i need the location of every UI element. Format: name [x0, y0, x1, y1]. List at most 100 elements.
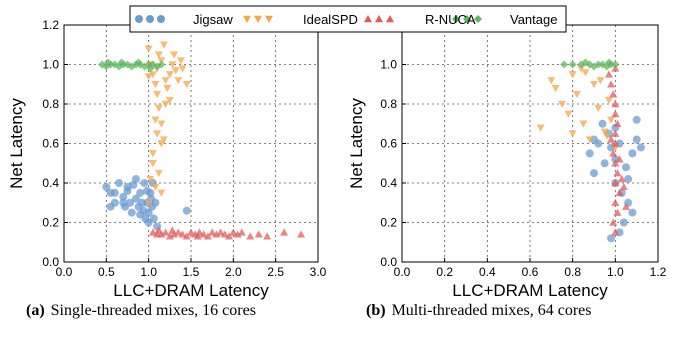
- point-r-nuca: [165, 232, 174, 240]
- point-vantage: [134, 58, 143, 67]
- point-idealspd: [536, 124, 545, 132]
- point-r-nuca: [187, 228, 195, 236]
- point-r-nuca: [609, 218, 618, 226]
- point-idealspd: [154, 169, 163, 178]
- legend-marker-jigsaw: [146, 15, 154, 23]
- y-tick-label-a: 1.0: [42, 58, 59, 72]
- point-jigsaw: [632, 135, 641, 144]
- series-jigsaw-a: [102, 175, 191, 231]
- point-r-nuca: [611, 159, 620, 167]
- point-idealspd: [171, 67, 180, 75]
- point-idealspd: [161, 77, 170, 85]
- point-jigsaw: [619, 218, 628, 227]
- y-axis-label-a: Net Latency: [7, 98, 26, 189]
- point-idealspd: [144, 45, 153, 53]
- point-jigsaw: [628, 208, 637, 217]
- caption-b: (b) Multi-threaded mixes, 64 cores: [366, 302, 592, 320]
- point-jigsaw: [182, 206, 191, 215]
- legend-markers: [135, 15, 482, 23]
- point-idealspd: [146, 175, 155, 184]
- x-axis-label-b: LLC+DRAM Latency: [452, 281, 608, 300]
- point-r-nuca: [237, 228, 246, 236]
- point-idealspd: [558, 100, 566, 108]
- point-idealspd: [157, 189, 166, 197]
- point-r-nuca: [148, 228, 157, 236]
- point-idealspd: [157, 120, 166, 128]
- point-r-nuca: [174, 228, 183, 236]
- legend-marker-r-nuca: [375, 15, 383, 23]
- point-vantage: [604, 58, 613, 67]
- point-r-nuca: [263, 232, 272, 240]
- point-jigsaw: [102, 182, 111, 191]
- x-tick-label-b: 0.2: [436, 265, 453, 279]
- point-idealspd: [176, 57, 185, 65]
- point-idealspd: [165, 71, 174, 79]
- point-r-nuca: [225, 232, 234, 240]
- y-tick-label-b: 1.0: [380, 58, 397, 72]
- x-axis-label-a: LLC+DRAM Latency: [113, 281, 269, 300]
- legend-label-vantage: Vantage: [510, 12, 557, 27]
- point-jigsaw: [131, 194, 140, 203]
- point-vantage: [581, 58, 590, 67]
- point-r-nuca: [220, 230, 229, 238]
- point-r-nuca: [611, 179, 620, 187]
- point-idealspd: [547, 77, 556, 85]
- point-r-nuca: [619, 182, 628, 191]
- legend-marker-r-nuca: [364, 15, 372, 23]
- y-tick-label-b: 0.8: [380, 97, 397, 111]
- legend-marker-idealspd: [265, 15, 273, 23]
- point-r-nuca: [607, 135, 616, 143]
- legend-marker-r-nuca: [386, 15, 394, 23]
- point-r-nuca: [203, 232, 212, 240]
- x-tick-label-b: 0.4: [479, 265, 496, 279]
- point-r-nuca: [168, 226, 177, 234]
- series-idealspd-a: [144, 41, 191, 207]
- point-idealspd: [163, 85, 172, 93]
- point-idealspd: [594, 104, 603, 112]
- y-tick-label-b: 0.2: [380, 216, 397, 230]
- point-r-nuca: [157, 230, 166, 238]
- point-vantage: [157, 60, 166, 69]
- point-jigsaw: [632, 115, 641, 124]
- point-idealspd: [178, 65, 187, 73]
- point-r-nuca: [199, 230, 208, 238]
- point-idealspd: [604, 96, 613, 105]
- legend-label-jigsaw: Jigsaw: [193, 12, 233, 27]
- point-jigsaw: [136, 188, 145, 197]
- legend-marker-idealspd: [243, 15, 251, 23]
- y-axis-label-b: Net Latency: [347, 98, 366, 189]
- point-jigsaw: [607, 234, 616, 243]
- point-jigsaw: [624, 175, 633, 184]
- caption-b-text: Multi-threaded mixes, 64 cores: [391, 302, 592, 319]
- legend-marker-vantage: [452, 15, 460, 23]
- x-tick-label-b: 0.8: [564, 265, 581, 279]
- point-r-nuca: [613, 119, 622, 127]
- series-idealspd-b: [536, 65, 620, 152]
- point-jigsaw: [140, 179, 149, 187]
- point-r-nuca: [615, 155, 624, 163]
- scatter-panel-a: 0.0 0.5 1.0 1.5 2.0 2.5 3.0 0.0 0.2 0.4 0.6 0.8 1.0 1…: [7, 18, 327, 300]
- x-tick-label-b: 1.2: [650, 265, 667, 279]
- point-idealspd: [182, 81, 191, 89]
- legend-marker-jigsaw: [135, 15, 143, 23]
- point-r-nuca: [613, 208, 622, 216]
- point-idealspd: [148, 150, 157, 158]
- point-jigsaw: [628, 149, 637, 158]
- point-vantage: [560, 60, 569, 69]
- point-idealspd: [590, 81, 598, 89]
- point-r-nuca: [609, 90, 618, 98]
- y-tick-label-a: 0.4: [42, 176, 59, 190]
- point-idealspd: [153, 90, 162, 99]
- point-jigsaw: [126, 198, 135, 207]
- y-tick-label-b: 0.0: [380, 255, 397, 269]
- caption-a-label: (a): [26, 302, 45, 319]
- point-r-nuca: [622, 202, 630, 210]
- point-idealspd: [151, 81, 160, 89]
- point-vantage: [594, 60, 603, 69]
- point-idealspd: [161, 100, 170, 108]
- point-idealspd: [151, 116, 160, 124]
- legend-marker-idealspd: [254, 15, 262, 23]
- point-idealspd: [154, 51, 163, 59]
- point-idealspd: [579, 120, 588, 128]
